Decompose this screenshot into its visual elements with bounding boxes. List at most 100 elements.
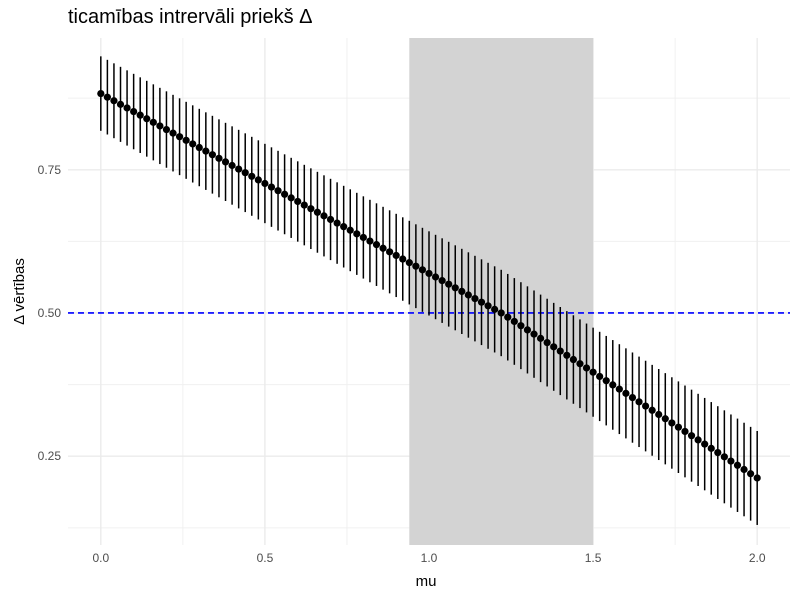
data-point-54 xyxy=(451,284,459,292)
y-tick-label: 0.25 xyxy=(38,449,62,463)
data-point-41 xyxy=(366,237,374,245)
data-point-65 xyxy=(523,326,532,334)
data-point-20 xyxy=(228,161,236,170)
data-point-71 xyxy=(563,351,571,359)
data-point-81 xyxy=(628,393,637,402)
data-point-90 xyxy=(687,432,696,440)
data-point-24 xyxy=(254,176,262,184)
data-point-33 xyxy=(313,208,322,216)
data-point-88 xyxy=(674,423,683,431)
data-point-18 xyxy=(215,154,223,162)
data-point-52 xyxy=(438,277,446,285)
data-point-38 xyxy=(346,226,354,234)
data-point-70 xyxy=(556,347,564,355)
data-point-80 xyxy=(622,389,630,397)
data-point-56 xyxy=(464,291,472,299)
data-point-14 xyxy=(189,140,197,148)
x-tick-label: 1.0 xyxy=(421,551,438,565)
data-point-30 xyxy=(294,197,302,206)
data-point-93 xyxy=(707,444,715,452)
x-tick-label: 0.0 xyxy=(92,551,109,565)
data-point-84 xyxy=(648,406,656,414)
data-point-22 xyxy=(241,169,249,177)
data-point-89 xyxy=(681,427,689,436)
data-point-87 xyxy=(668,419,676,427)
data-point-82 xyxy=(635,398,643,406)
x-tick-label: 1.5 xyxy=(585,551,602,565)
data-point-16 xyxy=(202,147,210,155)
data-point-29 xyxy=(287,194,295,202)
data-point-64 xyxy=(517,322,525,330)
data-point-10 xyxy=(162,125,171,134)
data-point-63 xyxy=(510,317,518,326)
data-point-12 xyxy=(175,133,184,141)
data-point-15 xyxy=(195,143,203,152)
data-point-96 xyxy=(727,457,735,465)
data-point-69 xyxy=(550,343,558,351)
data-point-31 xyxy=(300,201,308,209)
data-point-74 xyxy=(582,364,591,372)
data-point-92 xyxy=(701,440,709,448)
data-point-97 xyxy=(733,461,742,469)
data-point-53 xyxy=(445,280,453,288)
data-point-94 xyxy=(714,448,722,457)
data-point-23 xyxy=(248,172,256,180)
data-point-39 xyxy=(353,230,361,238)
data-point-77 xyxy=(602,377,610,385)
data-point-25 xyxy=(261,179,269,188)
x-tick-label: 2.0 xyxy=(749,551,766,565)
data-point-40 xyxy=(359,233,367,242)
data-point-76 xyxy=(596,372,604,381)
data-point-61 xyxy=(497,309,505,317)
data-point-36 xyxy=(333,219,341,227)
y-axis-ticks: 0.25 0.50 0.75 xyxy=(38,163,62,463)
x-axis-ticks: 0.0 0.5 1.0 1.5 2.0 xyxy=(92,551,765,565)
data-point-3 xyxy=(116,100,125,108)
data-point-34 xyxy=(320,212,328,220)
data-point-7 xyxy=(143,115,151,123)
data-point-47 xyxy=(405,259,413,267)
x-tick-label: 0.5 xyxy=(257,551,274,565)
data-point-46 xyxy=(399,255,407,263)
data-point-78 xyxy=(609,381,617,389)
data-point-6 xyxy=(136,111,144,119)
data-point-68 xyxy=(543,338,551,347)
data-point-42 xyxy=(372,241,381,249)
data-point-99 xyxy=(747,470,755,478)
data-point-67 xyxy=(536,334,545,342)
data-point-72 xyxy=(569,355,578,364)
data-point-9 xyxy=(156,122,164,130)
data-point-44 xyxy=(386,248,394,256)
data-point-5 xyxy=(130,107,138,116)
data-point-51 xyxy=(431,273,440,281)
data-point-13 xyxy=(182,136,190,144)
data-point-95 xyxy=(720,453,728,461)
data-point-85 xyxy=(655,410,663,419)
data-point-26 xyxy=(267,183,276,191)
data-point-73 xyxy=(576,360,584,368)
data-point-66 xyxy=(530,330,538,338)
x-axis-title: mu xyxy=(416,573,437,590)
data-point-1 xyxy=(103,93,111,101)
data-point-75 xyxy=(589,368,597,376)
data-point-48 xyxy=(412,262,420,270)
data-point-0 xyxy=(97,89,105,98)
data-point-27 xyxy=(274,187,282,195)
data-point-37 xyxy=(340,223,348,231)
data-point-43 xyxy=(379,244,387,252)
data-point-83 xyxy=(642,402,650,410)
y-axis-title: Δ vērtības xyxy=(11,258,28,325)
data-point-21 xyxy=(235,165,243,173)
data-point-45 xyxy=(392,251,400,260)
data-point-17 xyxy=(208,151,216,159)
y-tick-label: 0.50 xyxy=(38,306,62,320)
data-point-50 xyxy=(425,269,433,278)
data-point-35 xyxy=(326,215,335,224)
data-point-62 xyxy=(504,313,512,321)
data-point-4 xyxy=(123,104,131,112)
data-point-28 xyxy=(281,190,289,198)
data-point-91 xyxy=(694,436,702,444)
data-point-8 xyxy=(149,118,157,126)
data-point-59 xyxy=(484,302,492,310)
